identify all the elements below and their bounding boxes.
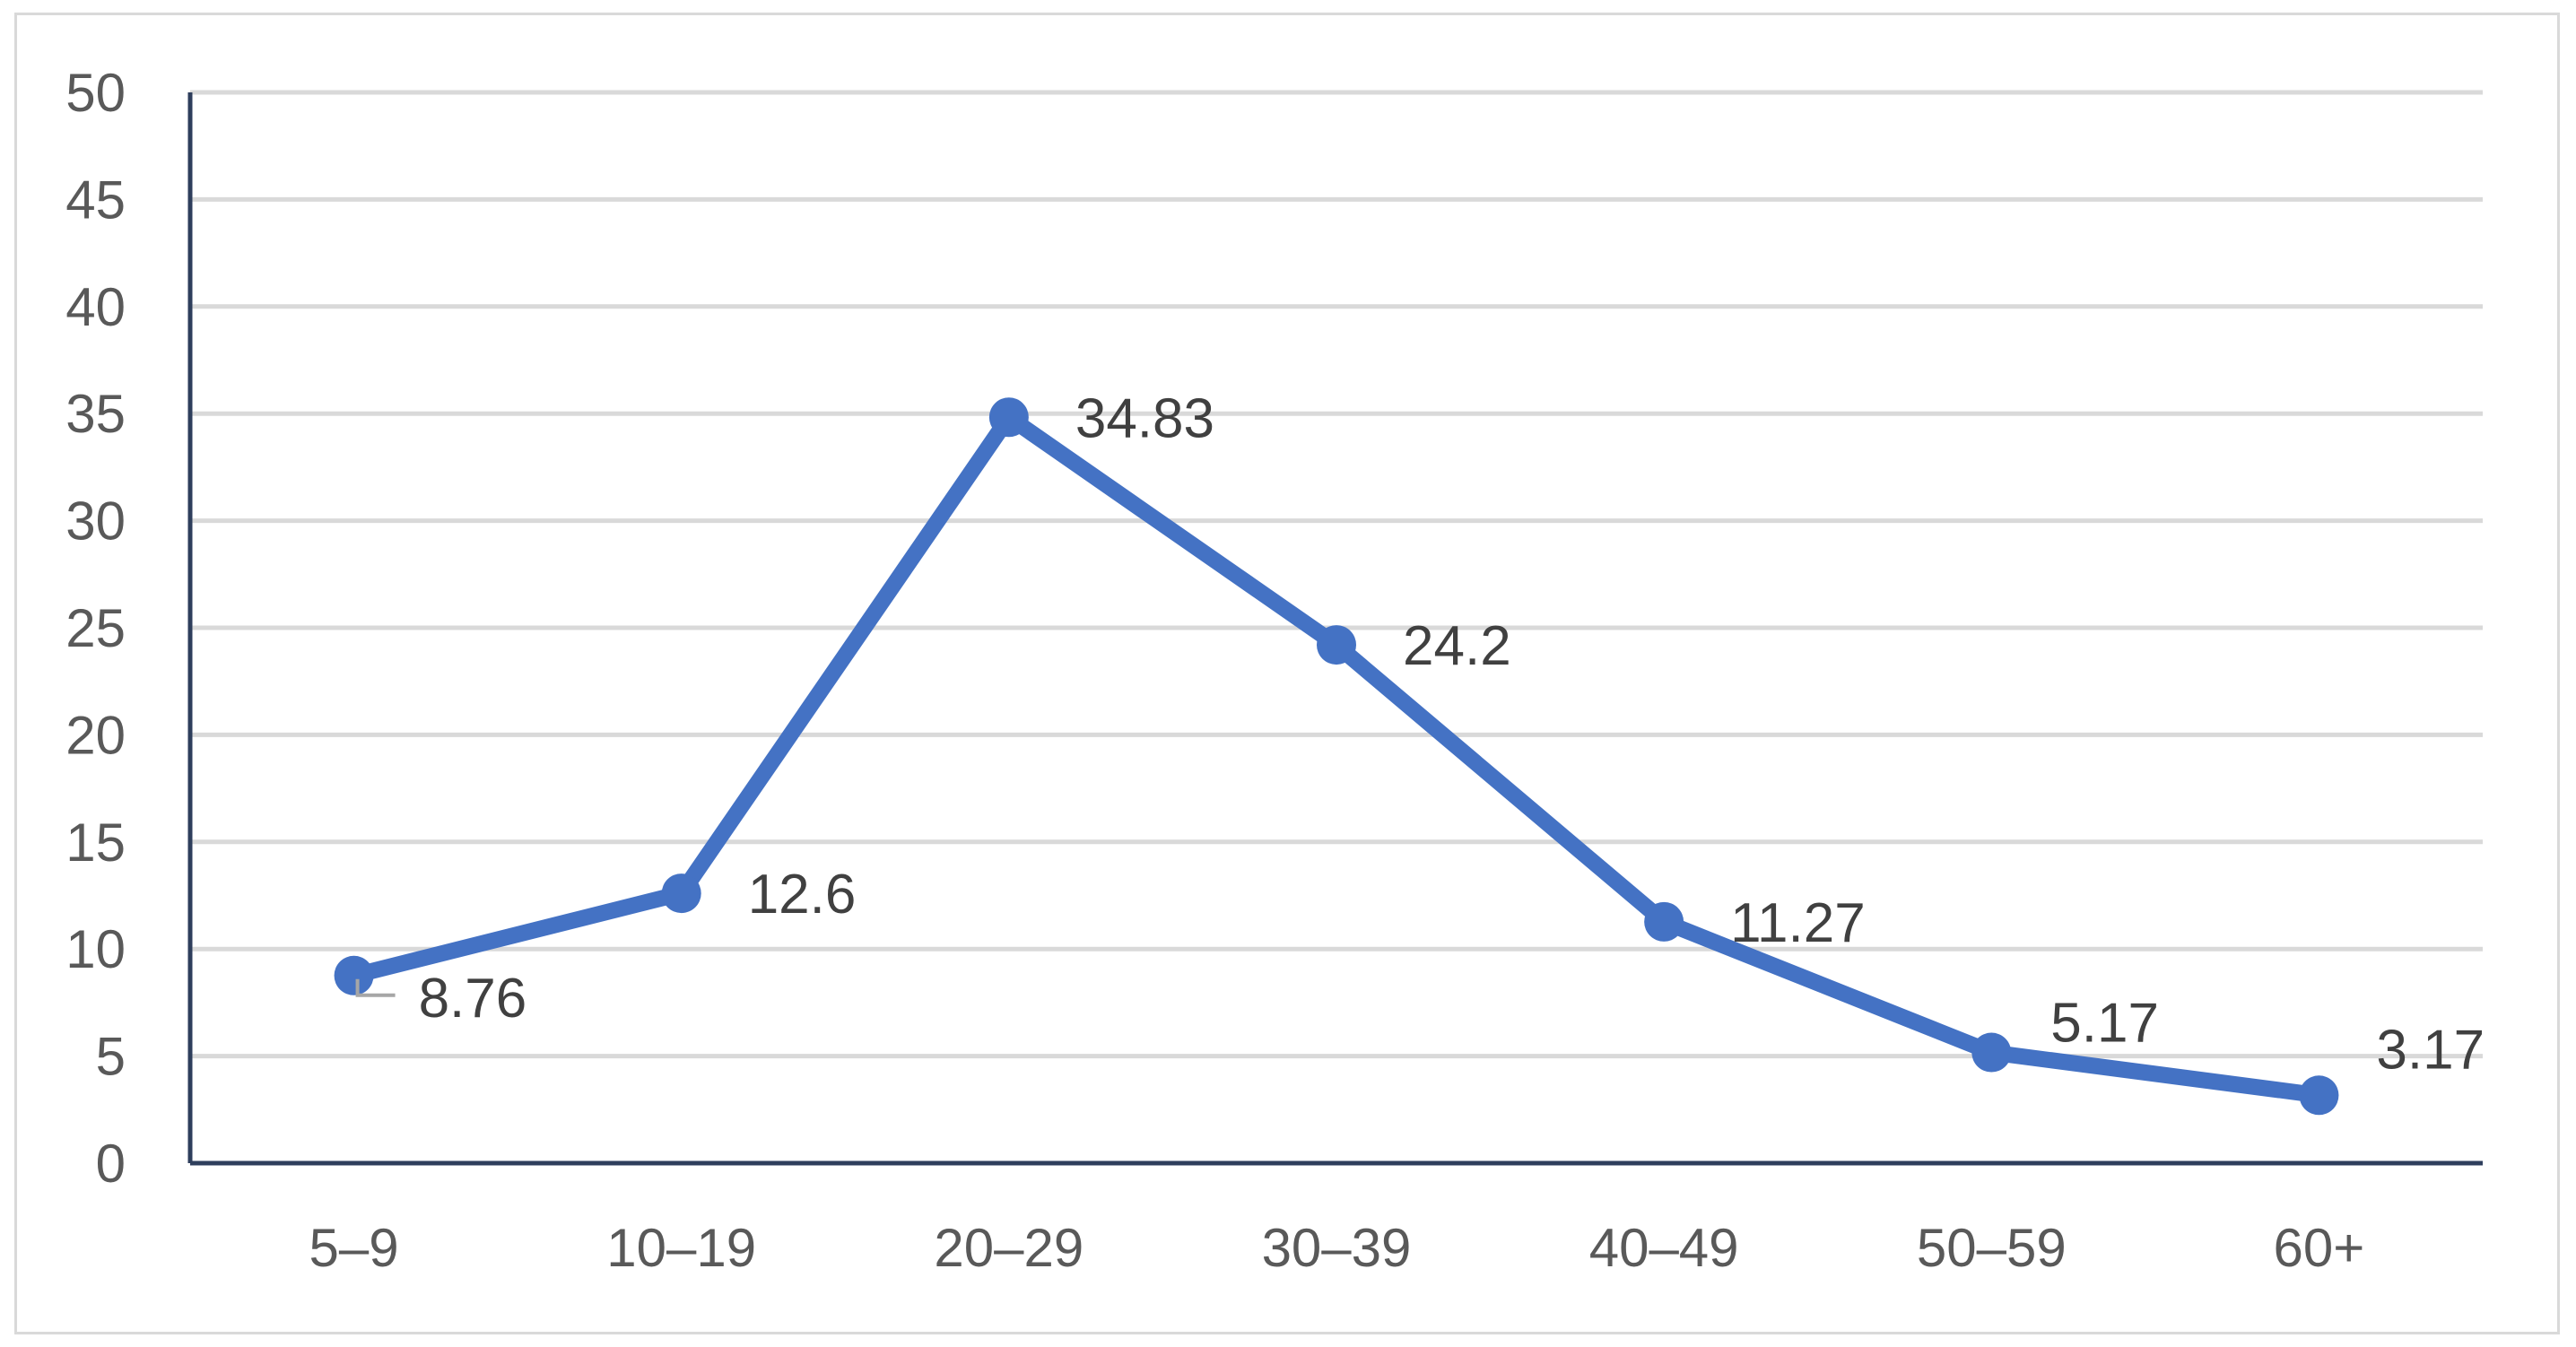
data-label: 5.17 (2050, 993, 2159, 1055)
data-point (1644, 901, 1684, 942)
x-tick-label: 30–39 (1262, 1218, 1412, 1278)
x-tick-label: 20–29 (934, 1218, 1083, 1278)
data-label: 12.6 (748, 864, 857, 926)
x-tick-label: 10–19 (606, 1218, 756, 1278)
data-point (661, 873, 701, 914)
x-axis-ticks: 5–9 10–19 20–29 30–39 40–49 50–59 60+ (309, 1218, 2365, 1278)
x-tick-label: 50–59 (1917, 1218, 2067, 1278)
x-tick-label: 40–49 (1589, 1218, 1739, 1278)
y-tick-label: 20 (65, 705, 126, 765)
y-tick-label: 30 (65, 491, 126, 552)
data-label: 24.2 (1403, 615, 1511, 677)
data-labels: 8.76 12.6 34.83 24.2 11.27 5.17 3.17 (355, 387, 2485, 1081)
data-label: 3.17 (2376, 1019, 2485, 1081)
data-label: 11.27 (1730, 892, 1866, 954)
data-point (2299, 1075, 2339, 1116)
x-tick-label: 60+ (2274, 1218, 2365, 1278)
data-point (1971, 1032, 2012, 1073)
y-tick-label: 35 (65, 384, 126, 444)
data-point (988, 397, 1029, 438)
data-point (334, 955, 374, 995)
y-tick-label: 25 (65, 598, 126, 658)
data-label-leader-line (355, 978, 396, 997)
gridlines (190, 90, 2483, 1059)
y-tick-label: 0 (96, 1134, 126, 1194)
series-line-group (334, 397, 2339, 1116)
y-tick-label: 40 (65, 277, 126, 337)
y-tick-label: 15 (65, 813, 126, 873)
x-tick-label: 5–9 (309, 1218, 399, 1278)
chart-frame (14, 13, 2560, 1334)
y-tick-label: 45 (65, 169, 126, 230)
data-point (1317, 625, 1356, 665)
y-tick-label: 10 (65, 919, 126, 979)
data-label: 8.76 (419, 968, 527, 1030)
data-label: 34.83 (1075, 387, 1214, 449)
y-tick-label: 50 (65, 63, 126, 123)
y-tick-label: 5 (96, 1027, 126, 1087)
axes (187, 92, 2483, 1166)
y-axis-ticks: 0 5 10 15 20 25 30 35 40 45 50 (65, 63, 126, 1194)
